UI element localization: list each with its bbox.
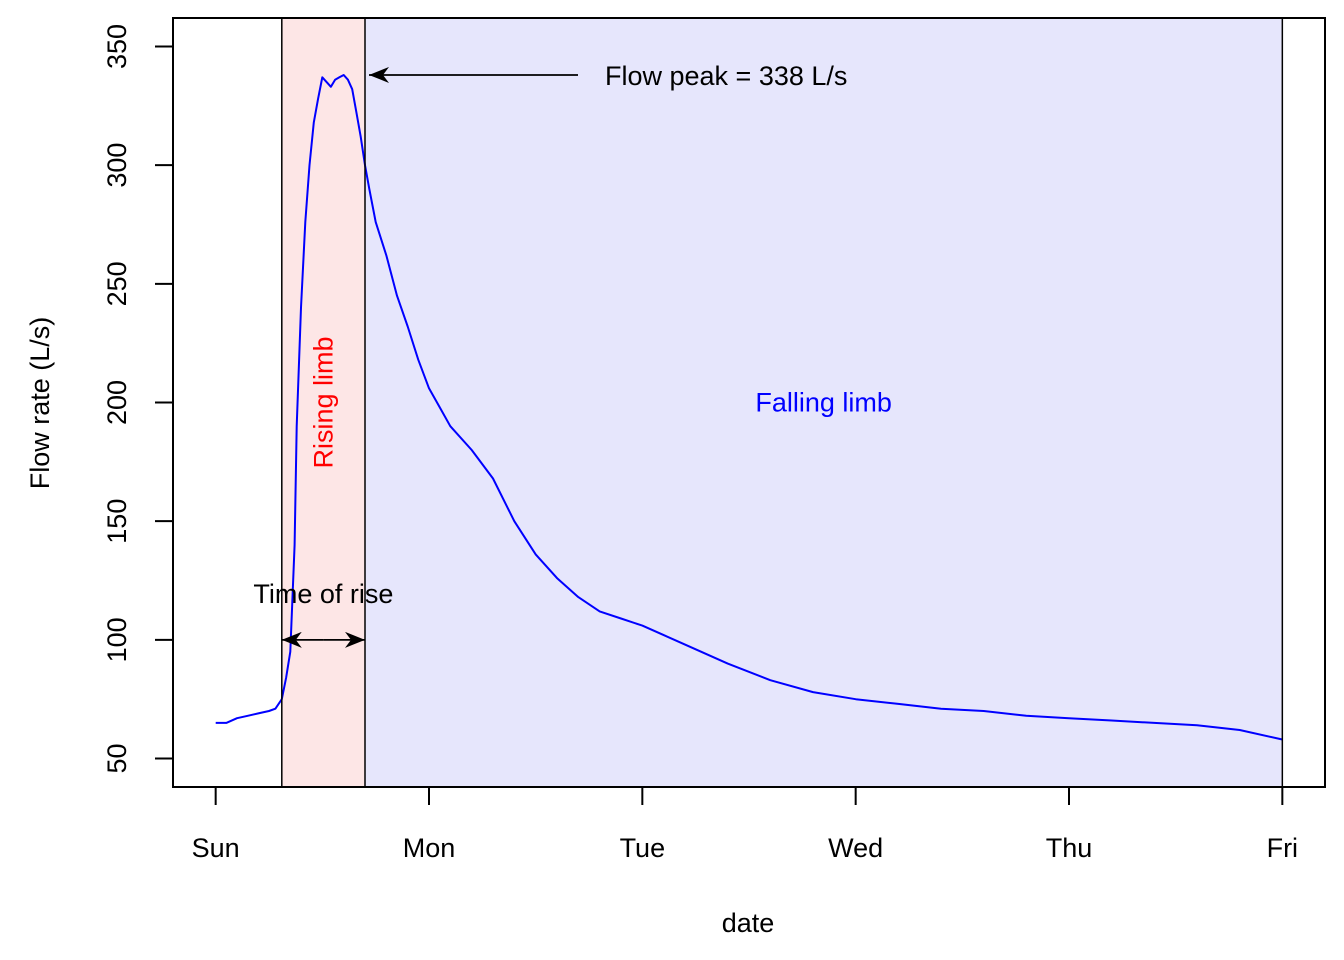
annotations: Rising limb Falling limb Flow peak = 338 L… <box>253 61 892 648</box>
flow-series-line <box>215 74 1283 741</box>
rising-limb-label: Rising limb <box>308 336 338 468</box>
y-tick-label: 150 <box>102 499 132 544</box>
x-tick-label: Mon <box>403 833 456 863</box>
peak-annotation-text: Flow peak = 338 L/s <box>605 61 847 91</box>
x-tick-label: Wed <box>828 833 883 863</box>
series-layer <box>215 74 1283 741</box>
x-tick-label: Thu <box>1046 833 1093 863</box>
y-axis-label: Flow rate (L/s) <box>25 317 55 490</box>
shaded-regions <box>281 18 1283 787</box>
x-axis-label: date <box>722 908 775 938</box>
x-tick-label: Tue <box>620 833 666 863</box>
region-boundary-lines <box>281 18 1284 787</box>
y-tick-label: 250 <box>102 261 132 306</box>
axes: Sun Mon Tue Wed Thu Fri 50 100 150 200 250 300 350 <box>102 24 1298 863</box>
y-tick-label: 100 <box>102 617 132 662</box>
falling-limb-region <box>365 18 1283 787</box>
falling-limb-label: Falling limb <box>755 388 892 418</box>
y-tick-label: 50 <box>102 743 132 773</box>
time-of-rise-label: Time of rise <box>253 579 393 609</box>
y-tick-label: 300 <box>102 143 132 188</box>
x-tick-label: Sun <box>192 833 240 863</box>
y-tick-label: 350 <box>102 24 132 69</box>
y-tick-label: 200 <box>102 380 132 425</box>
x-tick-label: Fri <box>1267 833 1298 863</box>
rising-limb-region <box>281 18 365 787</box>
